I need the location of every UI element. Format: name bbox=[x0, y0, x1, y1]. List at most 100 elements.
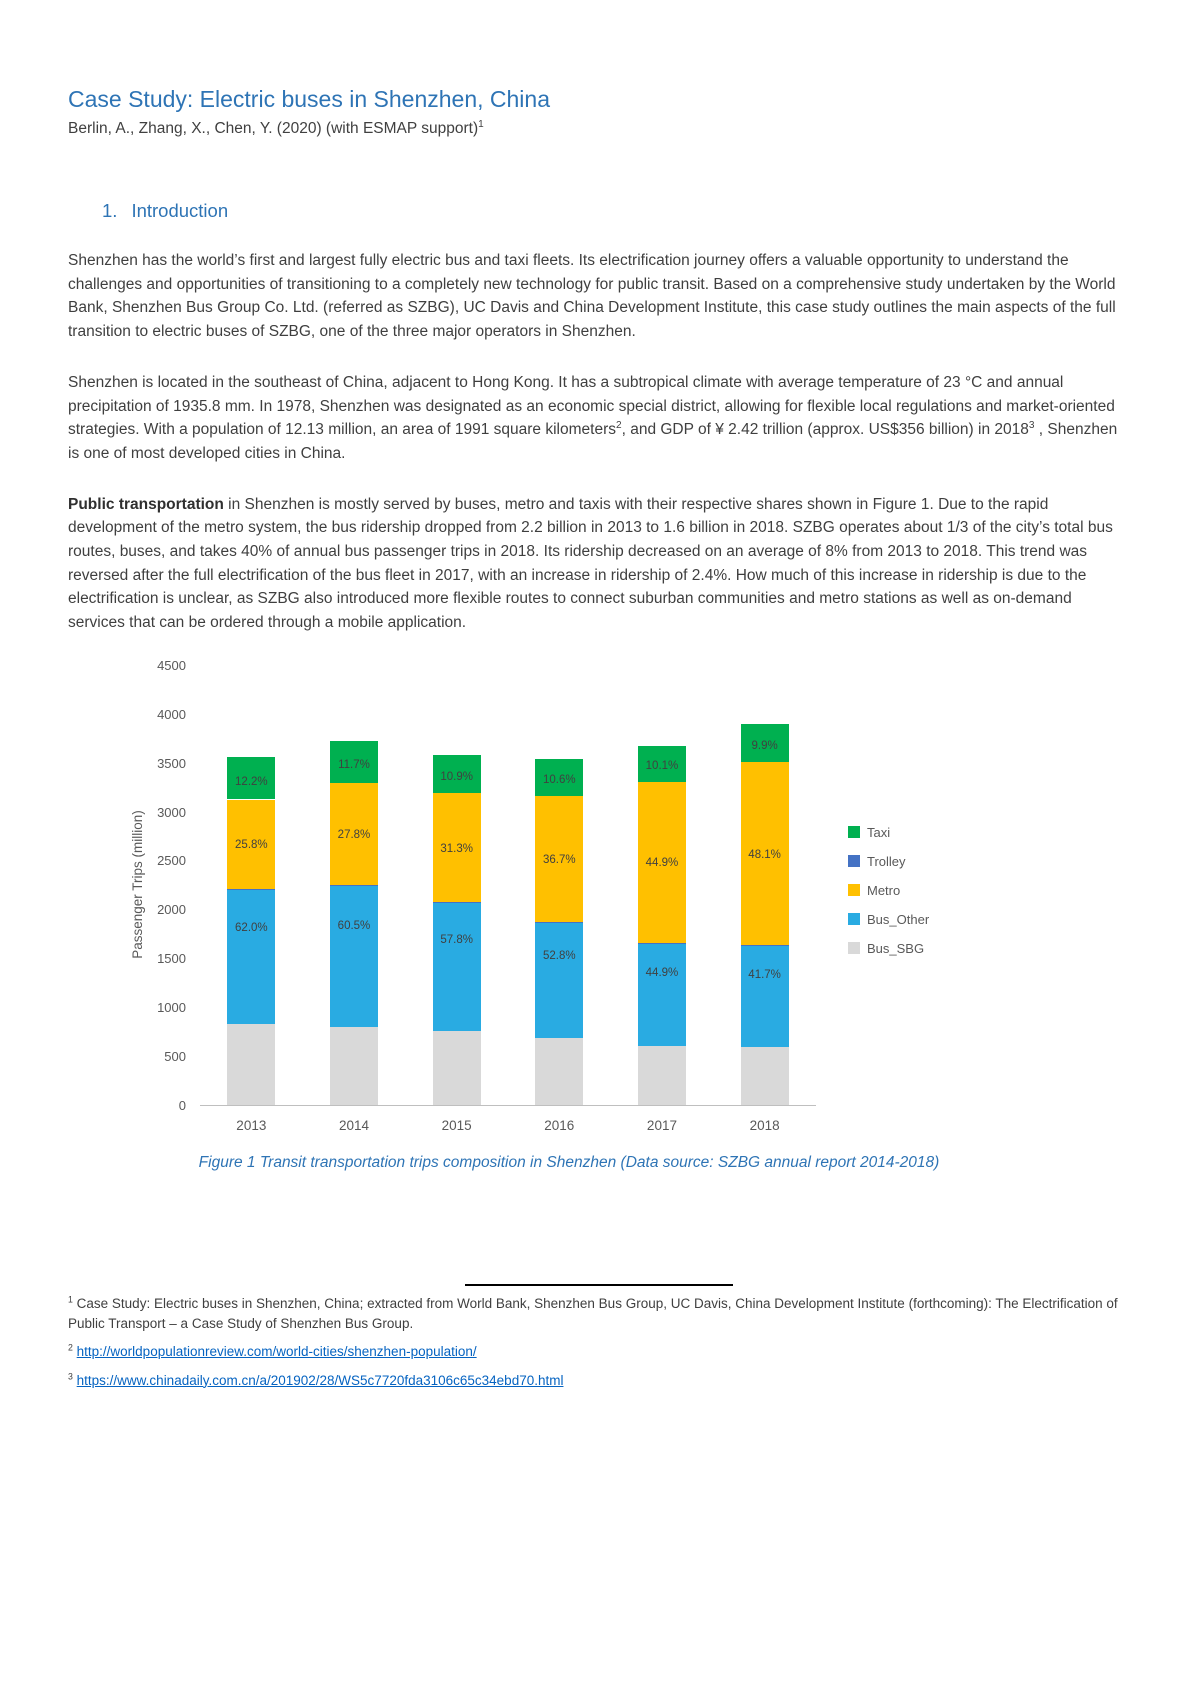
bar-2018: 41.7% 48.1% 9.9% 2018 bbox=[740, 665, 789, 1133]
segment-Metro bbox=[740, 761, 789, 946]
footnote-1-text: Case Study: Electric buses in Shenzhen, … bbox=[68, 1295, 1118, 1332]
footnote-3-link[interactable]: https://www.chinadaily.com.cn/a/201902/2… bbox=[76, 1372, 564, 1388]
segment-Trolley bbox=[432, 902, 481, 903]
segment-Taxi bbox=[535, 759, 584, 796]
data-label-Taxi: 10.9% bbox=[440, 770, 473, 783]
y-axis-tick: 2000 bbox=[157, 902, 186, 918]
legend-label: Metro bbox=[867, 882, 901, 898]
legend-swatch-Metro bbox=[848, 884, 860, 897]
section-label: Introduction bbox=[131, 200, 229, 221]
legend-label: Bus_SBG bbox=[867, 940, 925, 956]
segment-Taxi bbox=[637, 745, 686, 782]
bar-stack: 41.7% 48.1% 9.9% bbox=[740, 665, 789, 1105]
paragraph-3-text: in Shenzhen is mostly served by buses, m… bbox=[68, 495, 1113, 632]
legend-item-Trolley: Trolley bbox=[848, 854, 929, 869]
x-axis-tick: 2016 bbox=[544, 1117, 575, 1133]
segment-Bus_SBG bbox=[637, 1046, 686, 1105]
page-title: Case Study: Electric buses in Shenzhen, … bbox=[68, 86, 550, 112]
paragraph-2-text-b: , and GDP of ¥ 2.42 trillion (approx. US… bbox=[621, 421, 1029, 439]
authors-text: Berlin, A., Zhang, X., Chen, Y. (2020) (… bbox=[68, 120, 479, 137]
authors-line: Berlin, A., Zhang, X., Chen, Y. (2020) (… bbox=[68, 118, 1130, 138]
data-label-Metro: 44.9% bbox=[645, 857, 679, 870]
legend-label: Trolley bbox=[867, 853, 906, 869]
segment-Bus_Other bbox=[740, 945, 789, 1048]
segment-Metro bbox=[329, 783, 378, 885]
data-label-Metro: 36.7% bbox=[542, 854, 576, 867]
legend-swatch-Bus_Other bbox=[848, 913, 860, 926]
segment-Bus_SBG bbox=[740, 1047, 789, 1105]
y-axis-tick: 1000 bbox=[157, 1000, 186, 1016]
paragraph-3-bold-lead: Public transportation bbox=[68, 495, 224, 513]
bar-2016: 52.8% 36.7% 10.6% 2016 bbox=[535, 665, 584, 1133]
data-label-Taxi: 10.6% bbox=[542, 774, 576, 787]
bar-2013: 62.0% 25.8% 12.2% 2013 bbox=[227, 665, 276, 1133]
x-axis-tick: 2017 bbox=[646, 1117, 677, 1133]
y-axis-ticks: 0 500 1000 1500 2000 2500 3000 3500 4000 4500 bbox=[148, 658, 194, 1113]
data-label-Taxi: 9.9% bbox=[751, 739, 778, 752]
footnote-3-marker: 3 bbox=[68, 1371, 73, 1382]
data-label-Metro: 48.1% bbox=[748, 848, 781, 861]
paragraph-3: Public transportation in Shenzhen is mos… bbox=[68, 493, 1130, 635]
legend-item-Bus_Other: Bus_Other bbox=[848, 912, 929, 927]
segment-Metro bbox=[227, 799, 276, 889]
segment-Metro bbox=[637, 781, 686, 944]
y-axis-tick: 1500 bbox=[157, 951, 186, 967]
data-label-Bus_Other: 52.8% bbox=[542, 950, 576, 963]
segment-Bus_Other bbox=[432, 902, 481, 1031]
legend-swatch-Trolley bbox=[848, 855, 860, 868]
segment-Taxi bbox=[329, 740, 378, 784]
segment-Taxi bbox=[740, 723, 789, 762]
x-axis-tick: 2015 bbox=[441, 1117, 472, 1133]
bar-stack: 52.8% 36.7% 10.6% bbox=[535, 665, 584, 1105]
segment-Trolley bbox=[227, 888, 276, 890]
segment-Bus_SBG bbox=[227, 1023, 276, 1105]
legend-item-Taxi: Taxi bbox=[848, 825, 929, 840]
bar-stack: 62.0% 25.8% 12.2% bbox=[227, 665, 276, 1105]
segment-Trolley bbox=[329, 884, 378, 886]
footnote-3: 3 https://www.chinadaily.com.cn/a/201902… bbox=[68, 1371, 1130, 1391]
data-label-Bus_Other: 60.5% bbox=[337, 919, 371, 932]
data-label-Bus_Other: 41.7% bbox=[748, 969, 781, 982]
bar-2014: 60.5% 27.8% 11.7% 2014 bbox=[329, 665, 378, 1133]
segment-Bus_Other bbox=[535, 922, 584, 1039]
bar-2017: 44.9% 44.9% 10.1% 2017 bbox=[637, 665, 686, 1133]
segment-Bus_Other bbox=[329, 885, 378, 1027]
y-axis-label: Passenger Trips (million) bbox=[129, 810, 145, 960]
legend-item-Bus_SBG: Bus_SBG bbox=[848, 941, 929, 956]
x-axis-tick: 2014 bbox=[338, 1117, 370, 1133]
plot-area: 62.0% 25.8% 12.2% 2013 60.5% 27.8% 11.7% 2014 57… bbox=[200, 665, 816, 1133]
data-label-Bus_Other: 57.8% bbox=[440, 933, 473, 946]
segment-Metro bbox=[432, 792, 481, 903]
y-axis-tick: 4000 bbox=[157, 706, 186, 722]
bar-stack: 57.8% 31.3% 10.9% bbox=[432, 665, 481, 1105]
data-label-Bus_Other: 62.0% bbox=[235, 922, 268, 935]
section-heading-introduction: 1. Introduction bbox=[102, 200, 1130, 222]
x-axis-tick: 2018 bbox=[749, 1117, 780, 1133]
legend-label: Taxi bbox=[867, 824, 891, 840]
segment-Taxi bbox=[432, 754, 481, 793]
figure-1-chart: Passenger Trips (million) 0 500 1000 1500 20… bbox=[126, 658, 1130, 1133]
y-axis-tick: 2500 bbox=[157, 853, 186, 869]
segment-Bus_Other bbox=[637, 943, 686, 1047]
data-label-Taxi: 12.2% bbox=[235, 775, 268, 788]
data-label-Metro: 27.8% bbox=[337, 828, 371, 841]
segment-Taxi bbox=[227, 757, 276, 800]
authors-footnote-marker: 1 bbox=[478, 118, 484, 130]
footnote-separator bbox=[465, 1283, 733, 1286]
segment-Bus_SBG bbox=[329, 1026, 378, 1105]
legend-item-Metro: Metro bbox=[848, 883, 929, 898]
segment-Bus_Other bbox=[227, 889, 276, 1024]
legend-label: Bus_Other bbox=[867, 911, 930, 927]
y-axis-label-container: Passenger Trips (million) bbox=[126, 665, 148, 1105]
y-axis-tick: 3500 bbox=[157, 755, 186, 771]
segment-Metro bbox=[535, 795, 584, 923]
paragraph-2-text-c: , Shenzhen is one of most developed citi… bbox=[68, 421, 1118, 462]
paragraph-2-text-a: Shenzhen is located in the southeast of … bbox=[68, 373, 1115, 439]
legend-swatch-Taxi bbox=[848, 826, 860, 839]
y-axis-tick: 4500 bbox=[157, 657, 186, 673]
paragraph-2: Shenzhen is located in the southeast of … bbox=[68, 371, 1130, 466]
footnote-2-marker: 2 bbox=[68, 1342, 73, 1353]
data-label-Bus_Other: 44.9% bbox=[645, 967, 679, 980]
footnote-2-link[interactable]: http://worldpopulationreview.com/world-c… bbox=[76, 1344, 477, 1360]
segment-Trolley bbox=[535, 922, 584, 923]
